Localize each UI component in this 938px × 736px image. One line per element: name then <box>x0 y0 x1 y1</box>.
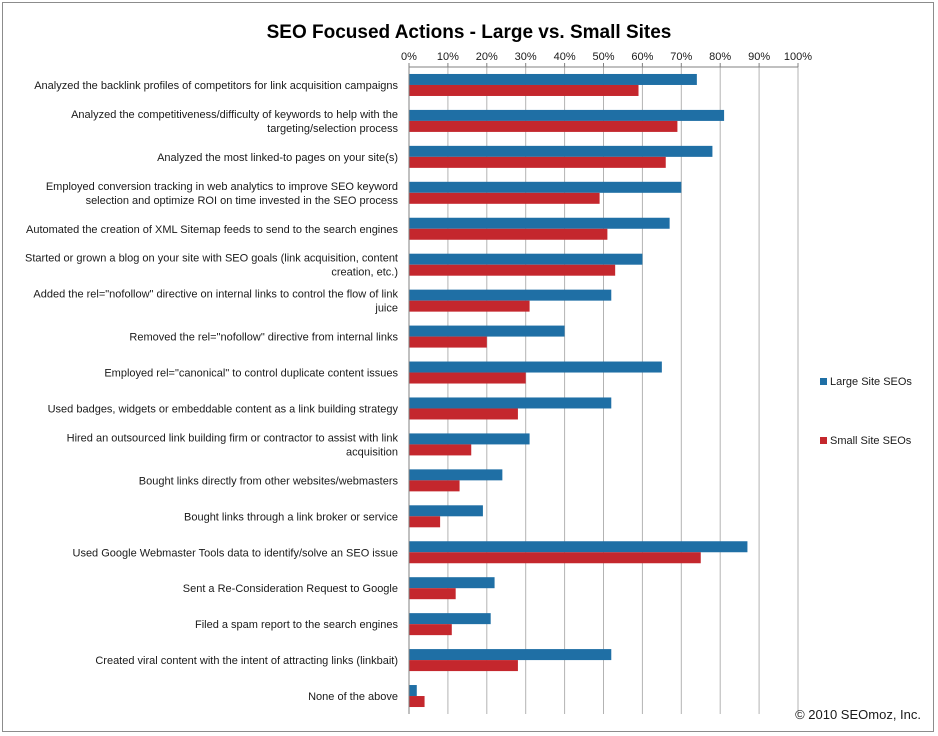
x-tick-label: 20% <box>476 51 498 63</box>
category-label: Employed rel="canonical" to control dupl… <box>104 368 398 380</box>
bar-large-site <box>409 505 483 517</box>
bar-small-site <box>409 444 472 456</box>
bar-chart: SEO Focused Actions - Large vs. Small Si… <box>25 22 921 722</box>
copyright-text: © 2010 SEOmoz, Inc. <box>795 707 921 722</box>
bar-large-site <box>409 325 565 337</box>
bar-small-site <box>409 660 518 672</box>
category-labels: Analyzed the backlink profiles of compet… <box>25 80 398 703</box>
bar-small-site <box>409 480 460 492</box>
bar-small-site <box>409 120 678 132</box>
bar-small-site <box>409 156 666 168</box>
bar-large-site <box>409 145 713 157</box>
category-label: Filed a spam report to the search engine… <box>195 619 399 631</box>
category-label: Bought links directly from other website… <box>139 475 399 487</box>
bar-small-site <box>409 408 518 420</box>
bar-large-site <box>409 577 495 589</box>
bar-small-site <box>409 300 530 312</box>
bar-large-site <box>409 217 670 229</box>
bar-small-site <box>409 696 425 708</box>
category-label: selection and optimize ROI on time inves… <box>86 195 399 207</box>
legend-label: Small Site SEOs <box>830 435 912 447</box>
bar-large-site <box>409 613 491 625</box>
category-label: None of the above <box>308 691 398 703</box>
x-tick-label: 90% <box>748 51 770 63</box>
legend-swatch <box>820 378 827 385</box>
x-tick-label: 40% <box>554 51 576 63</box>
bar-large-site <box>409 73 697 85</box>
category-label: Added the rel="nofollow" directive on in… <box>33 289 398 301</box>
bar-large-site <box>409 181 682 193</box>
x-tick-label: 70% <box>670 51 692 63</box>
bar-large-site <box>409 253 643 265</box>
x-tick-label: 60% <box>631 51 653 63</box>
bar-large-site <box>409 469 503 481</box>
bar-large-site <box>409 685 417 697</box>
category-label: Hired an outsourced link building firm o… <box>67 432 399 444</box>
category-label: Analyzed the backlink profiles of compet… <box>34 80 398 92</box>
category-label: acquisition <box>346 446 398 458</box>
bar-large-site <box>409 649 612 661</box>
category-label: Analyzed the most linked-to pages on you… <box>157 152 398 164</box>
legend: Large Site SEOs Small Site SEOs <box>820 376 912 447</box>
category-label: Used badges, widgets or embeddable conte… <box>48 403 399 415</box>
category-label: Analyzed the competitiveness/difficulty … <box>71 109 398 121</box>
bar-small-site <box>409 552 701 564</box>
category-label: Automated the creation of XML Sitemap fe… <box>26 224 398 236</box>
legend-label: Large Site SEOs <box>830 376 912 388</box>
bar-small-site <box>409 192 600 204</box>
bar-small-site <box>409 588 456 600</box>
category-label: Started or grown a blog on your site wit… <box>25 253 398 265</box>
category-label: Removed the rel="nofollow" directive fro… <box>129 332 398 344</box>
bar-large-site <box>409 397 612 409</box>
category-label: Employed conversion tracking in web anal… <box>46 181 398 193</box>
category-label: Sent a Re-Consideration Request to Googl… <box>183 583 398 595</box>
category-label: targeting/selection process <box>267 123 398 135</box>
bar-large-site <box>409 541 748 553</box>
gridlines <box>408 67 799 714</box>
bar-small-site <box>409 84 639 96</box>
category-label: Created viral content with the intent of… <box>95 655 398 667</box>
bar-small-site <box>409 624 452 636</box>
x-axis-ticks: 0% 10% 20% 30% 40% 50% 60% 70% 80% 90% 100% <box>401 51 812 68</box>
chart-title: SEO Focused Actions - Large vs. Small Si… <box>267 22 672 43</box>
x-tick-label: 0% <box>401 51 417 63</box>
bar-large-site <box>409 289 612 301</box>
category-label: creation, etc.) <box>331 267 398 279</box>
bar-large-site <box>409 361 662 373</box>
bar-small-site <box>409 228 608 240</box>
x-tick-label: 10% <box>437 51 459 63</box>
x-tick-label: 100% <box>784 51 812 63</box>
legend-swatch <box>820 437 827 444</box>
bar-small-site <box>409 336 487 348</box>
bar-small-site <box>409 264 616 276</box>
bar-large-site <box>409 433 530 445</box>
bar-large-site <box>409 109 725 121</box>
category-label: juice <box>374 303 398 315</box>
category-label: Used Google Webmaster Tools data to iden… <box>73 547 399 559</box>
x-tick-label: 80% <box>709 51 731 63</box>
category-label: Bought links through a link broker or se… <box>184 511 398 523</box>
bar-small-site <box>409 516 441 528</box>
x-tick-label: 50% <box>592 51 614 63</box>
bar-small-site <box>409 372 526 384</box>
bars <box>409 73 748 708</box>
x-tick-label: 30% <box>515 51 537 63</box>
